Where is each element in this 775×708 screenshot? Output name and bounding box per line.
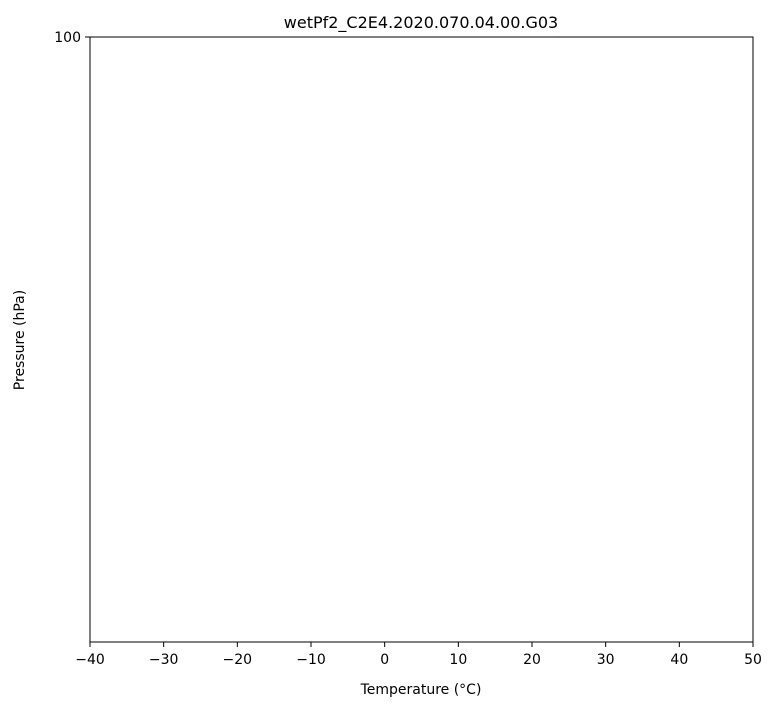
x-tick-label: −30 [149, 652, 179, 668]
x-tick-label: −10 [296, 652, 326, 668]
chart-title: wetPf2_C2E4.2020.070.04.00.G03 [284, 13, 558, 33]
x-axis: −40 −30 −20 −10 0 10 20 30 40 50 [75, 642, 762, 668]
x-tick-label: 10 [449, 652, 467, 668]
x-tick-label: 30 [597, 652, 615, 668]
x-tick-label: 0 [380, 652, 389, 668]
y-tick-label: 100 [54, 30, 81, 46]
x-axis-title: Temperature (°C) [360, 682, 482, 698]
y-axis-title: Pressure (hPa) [12, 290, 28, 390]
x-tick-label: 20 [523, 652, 541, 668]
plot-frame [89, 36, 754, 643]
x-tick-label: 40 [670, 652, 688, 668]
x-tick-label: −40 [75, 652, 105, 668]
y-axis: 1002003004005006007008009001000 [54, 30, 90, 46]
x-tick-label: 50 [744, 652, 762, 668]
x-tick-label: −20 [223, 652, 253, 668]
